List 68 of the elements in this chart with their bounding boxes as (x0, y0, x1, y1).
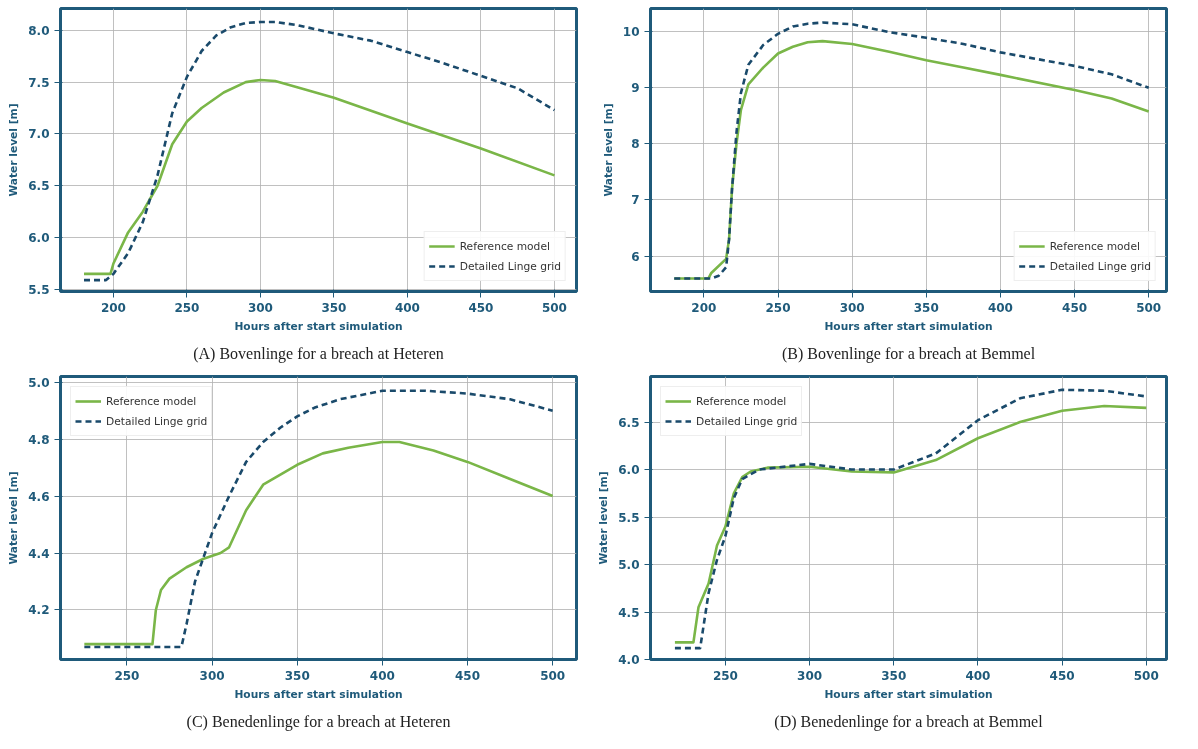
x-tick-label: 200 (100, 300, 126, 315)
y-axis-title: Water level [m] (7, 471, 21, 565)
x-tick-label: 300 (797, 668, 823, 683)
y-tick-label: 7 (631, 193, 640, 208)
y-tick-label: 8 (631, 137, 640, 152)
text: (D) Benedenlinge for a breach at Bemmel (774, 712, 1044, 731)
x-tick-label: 250 (174, 300, 200, 315)
y-tick-label: 4.2 (28, 603, 50, 618)
legend-label: Detailed Linge grid (696, 414, 798, 428)
x-tick-label: 400 (965, 668, 991, 683)
y-tick-label: 6.5 (28, 179, 50, 194)
y-tick-label: 6.0 (618, 463, 640, 478)
y-tick-label: 4.8 (28, 432, 50, 447)
y-tick-label: 5.0 (28, 375, 50, 390)
legend-label: Reference model (106, 394, 197, 408)
x-tick-label: 300 (199, 668, 225, 683)
y-tick-label: 9 (631, 80, 640, 95)
y-tick-label: 10 (622, 24, 640, 39)
y-tick-label: 4.5 (618, 605, 640, 620)
y-tick-label: 7.5 (28, 75, 50, 90)
y-tick-label: 6.5 (618, 415, 640, 430)
y-axis-title: Water level [m] (601, 103, 615, 197)
x-tick-label: 300 (839, 300, 865, 315)
x-tick-label: 350 (881, 668, 907, 683)
x-axis-title: Hours after start simulation (824, 687, 993, 701)
x-tick-label: 500 (1133, 668, 1159, 683)
y-tick-label: 4.4 (28, 546, 50, 561)
x-tick-label: 350 (284, 668, 310, 683)
x-tick-label: 200 (691, 300, 717, 315)
x-tick-label: 400 (369, 668, 395, 683)
legend-label: Detailed Linge grid (459, 259, 561, 273)
legend-label: Detailed Linge grid (106, 414, 208, 428)
y-axis-title: Water level [m] (597, 471, 611, 565)
y-tick-label: 5.5 (618, 510, 640, 525)
y-tick-label: 5.0 (618, 558, 640, 573)
x-tick-label: 350 (913, 300, 939, 315)
y-axis-title: Water level [m] (7, 103, 21, 197)
x-tick-label: 500 (541, 300, 567, 315)
y-tick-label: 7.0 (28, 127, 50, 142)
y-tick-label: 4.0 (618, 653, 640, 667)
text: (A) Bovenlinge for a breach at Heteren (193, 344, 444, 363)
x-tick-label: 250 (765, 300, 791, 315)
text: (C) Benedenlinge for a breach at Heteren (186, 712, 451, 731)
y-tick-label: 8.0 (28, 23, 50, 38)
x-tick-label: 400 (987, 300, 1013, 315)
x-axis-title: Hours after start simulation (234, 319, 403, 333)
legend-label: Detailed Linge grid (1049, 259, 1151, 273)
x-tick-label: 500 (540, 668, 566, 683)
x-tick-label: 500 (1136, 300, 1162, 315)
legend-label: Reference model (1049, 239, 1140, 253)
y-tick-label: 5.5 (28, 282, 50, 297)
x-tick-label: 350 (321, 300, 347, 315)
x-tick-label: 300 (247, 300, 273, 315)
x-tick-label: 450 (1062, 300, 1088, 315)
y-tick-label: 4.6 (28, 489, 50, 504)
legend-label: Reference model (696, 394, 787, 408)
y-tick-label: 6 (631, 249, 640, 264)
text: (B) Bovenlinge for a breach at Bemmel (781, 344, 1036, 363)
x-axis-title: Hours after start simulation (824, 319, 993, 333)
x-tick-label: 400 (394, 300, 420, 315)
y-tick-label: 6.0 (28, 231, 50, 246)
x-tick-label: 250 (114, 668, 140, 683)
x-tick-label: 450 (454, 668, 481, 683)
x-tick-label: 250 (712, 668, 738, 683)
x-tick-label: 450 (1049, 668, 1075, 683)
legend-label: Reference model (459, 239, 550, 253)
x-tick-label: 450 (468, 300, 494, 315)
x-axis-title: Hours after start simulation (234, 687, 403, 701)
